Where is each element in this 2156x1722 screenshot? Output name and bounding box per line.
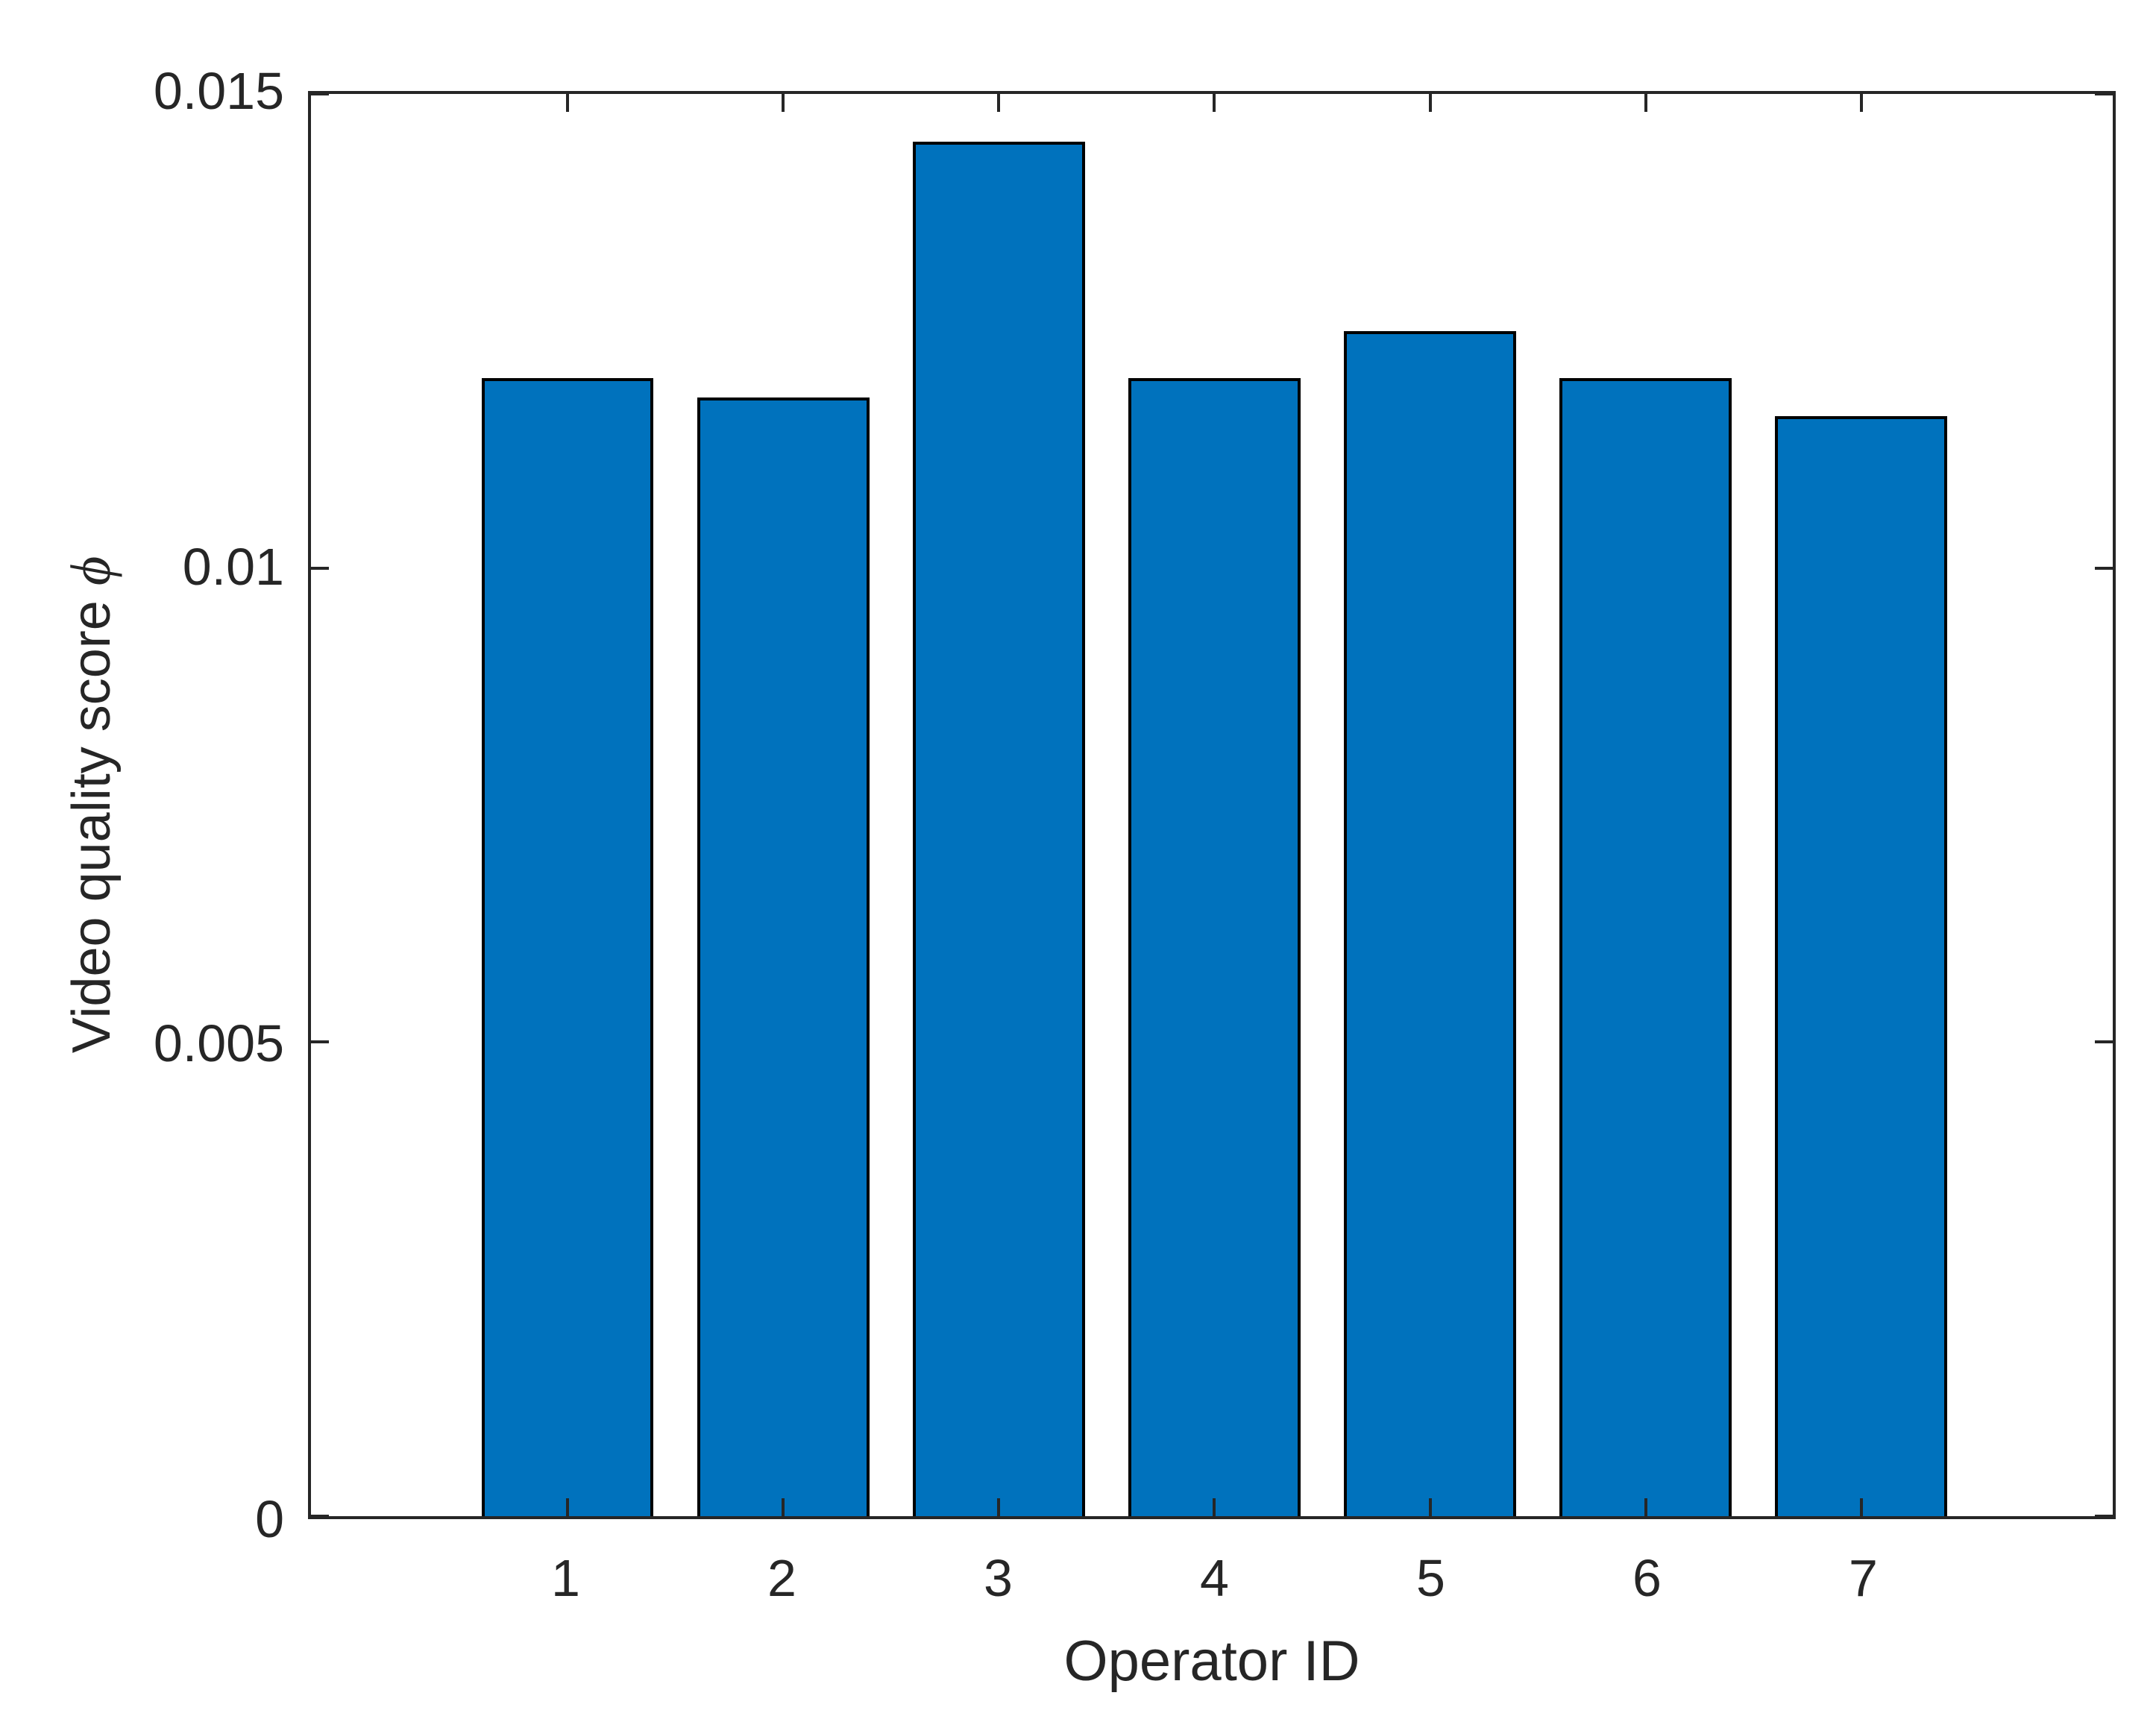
y-tick-mark bbox=[2095, 1040, 2113, 1044]
bar-operator-6 bbox=[1559, 378, 1732, 1516]
y-tick-label: 0.015 bbox=[153, 62, 284, 120]
x-tick-mark bbox=[782, 1498, 785, 1516]
bar-operator-1 bbox=[482, 378, 654, 1516]
y-tick-mark bbox=[2095, 566, 2113, 570]
bar-operator-3 bbox=[913, 141, 1085, 1516]
x-tick-label: 5 bbox=[1416, 1549, 1445, 1607]
x-tick-mark bbox=[1428, 94, 1432, 112]
x-tick-mark bbox=[1859, 1498, 1863, 1516]
x-tick-mark bbox=[782, 94, 785, 112]
x-tick-label: 7 bbox=[1849, 1549, 1878, 1607]
y-tick-mark bbox=[311, 1515, 329, 1518]
x-tick-mark bbox=[1428, 1498, 1432, 1516]
x-tick-label: 3 bbox=[984, 1549, 1013, 1607]
bar-operator-7 bbox=[1775, 416, 1947, 1516]
y-tick-mark bbox=[2095, 1515, 2113, 1518]
y-tick-label: 0.005 bbox=[153, 1014, 284, 1072]
x-tick-mark bbox=[1644, 94, 1647, 112]
y-tick-mark bbox=[311, 566, 329, 570]
x-tick-mark bbox=[566, 94, 570, 112]
x-tick-label: 4 bbox=[1200, 1549, 1229, 1607]
y-tick-label: 0 bbox=[255, 1490, 284, 1548]
x-tick-mark bbox=[1859, 94, 1863, 112]
bar-operator-2 bbox=[697, 397, 870, 1516]
y-tick-mark bbox=[2095, 92, 2113, 95]
x-tick-label: 6 bbox=[1632, 1549, 1662, 1607]
x-tick-label: 1 bbox=[551, 1549, 580, 1607]
x-tick-mark bbox=[1644, 1498, 1647, 1516]
bar-operator-5 bbox=[1344, 330, 1516, 1516]
phi-symbol: ϕ bbox=[59, 556, 122, 586]
y-tick-mark bbox=[311, 92, 329, 95]
y-axis-label-text: Video quality score bbox=[62, 600, 122, 1054]
x-axis-tick-labels: 1 2 3 4 5 6 7 bbox=[308, 1550, 2116, 1617]
bar-operator-4 bbox=[1128, 378, 1301, 1516]
y-tick-label: 0.01 bbox=[182, 538, 284, 597]
x-tick-label: 2 bbox=[767, 1549, 796, 1607]
y-axis-tick-labels: 0 0.005 0.01 0.015 bbox=[0, 64, 284, 1546]
y-axis-label: Video quality score ϕ bbox=[58, 556, 124, 1054]
x-tick-mark bbox=[1213, 1498, 1216, 1516]
plot-area bbox=[308, 91, 2116, 1519]
y-tick-mark bbox=[311, 1040, 329, 1044]
x-tick-mark bbox=[566, 1498, 570, 1516]
x-axis-label: Operator ID bbox=[1063, 1630, 1360, 1693]
x-tick-mark bbox=[997, 94, 1001, 112]
x-tick-mark bbox=[1213, 94, 1216, 112]
x-tick-mark bbox=[997, 1498, 1001, 1516]
